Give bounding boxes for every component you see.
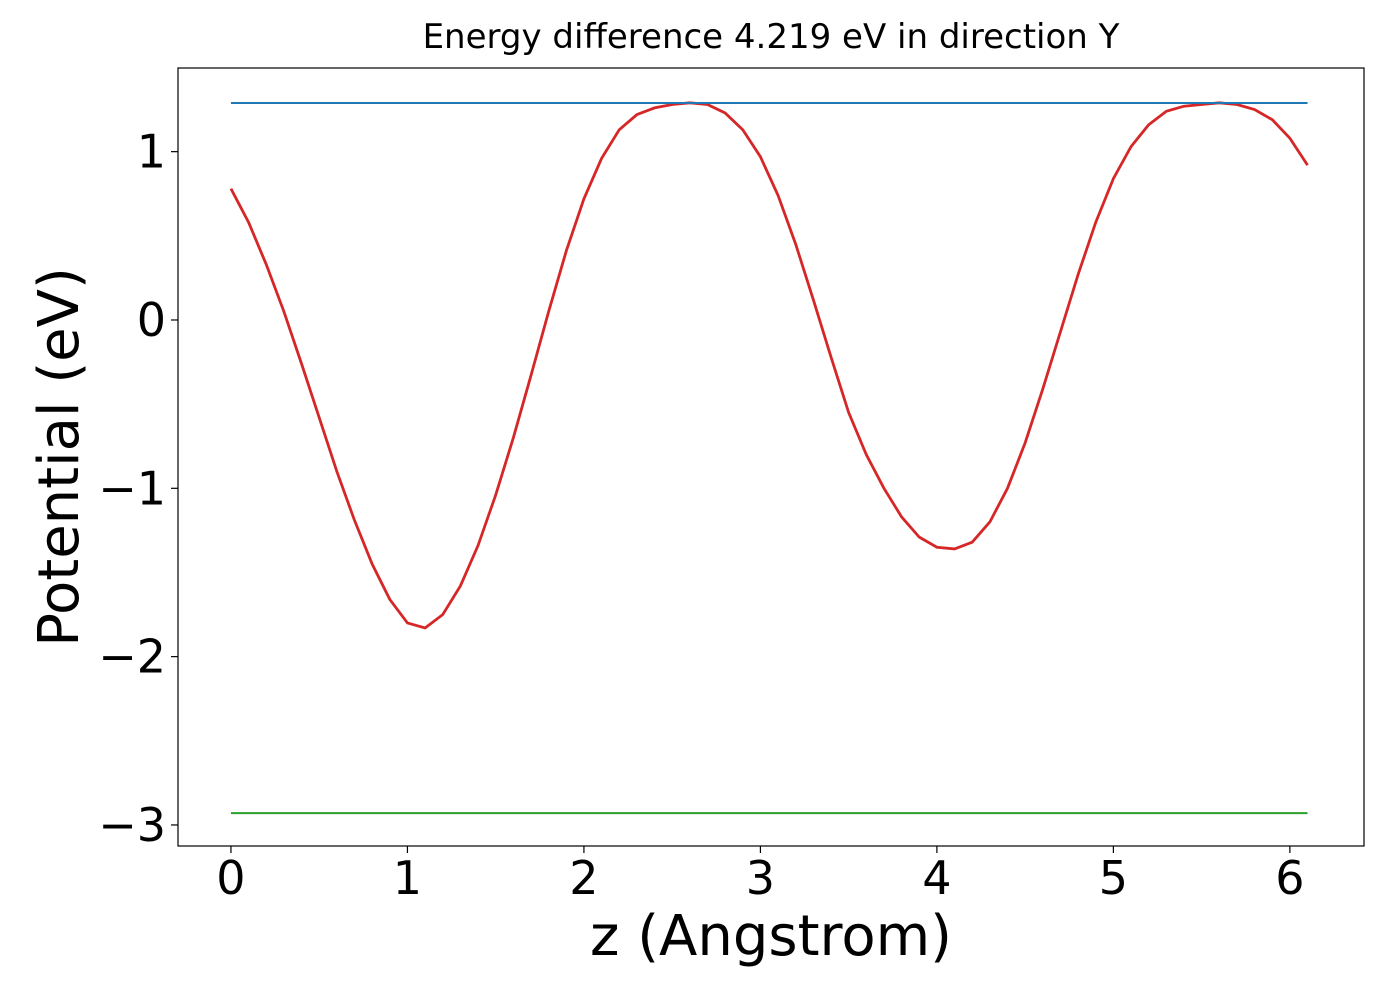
data-line bbox=[229, 101, 1309, 630]
y-tick-label: 0 bbox=[137, 293, 166, 347]
x-tick-label: 2 bbox=[569, 851, 598, 905]
x-axis-label: z (Angstrom) bbox=[590, 904, 952, 969]
x-tick-label: 3 bbox=[746, 851, 775, 905]
y-tick-label: −2 bbox=[98, 630, 166, 684]
y-tick-label: −3 bbox=[98, 798, 166, 852]
x-tick-label: 6 bbox=[1275, 851, 1304, 905]
y-axis-label: Potential (eV) bbox=[27, 267, 92, 647]
y-tick-label: 1 bbox=[137, 125, 166, 179]
x-tick-label: 5 bbox=[1099, 851, 1128, 905]
y-tick-label: −1 bbox=[98, 461, 166, 515]
x-tick-label: 4 bbox=[922, 851, 951, 905]
chart-title: Energy difference 4.219 eV in direction … bbox=[423, 17, 1120, 57]
x-tick-label: 1 bbox=[393, 851, 422, 905]
plot-frame bbox=[177, 67, 1365, 847]
x-tick-label: 0 bbox=[216, 851, 245, 905]
